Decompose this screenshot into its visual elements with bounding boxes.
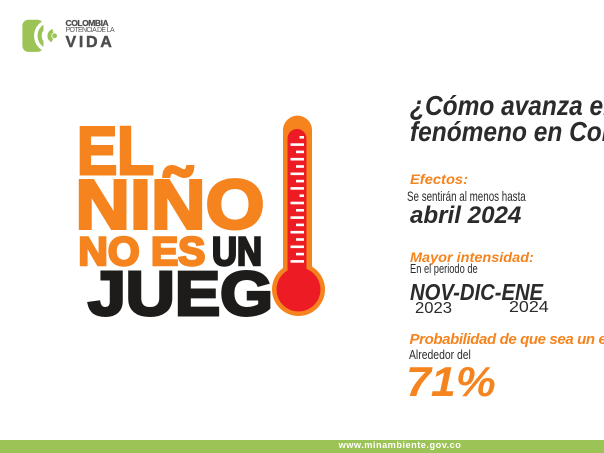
svg-text:NO ES: NO ES [78,230,205,274]
svg-text:EL: EL [77,114,154,189]
svg-text:UN: UN [212,230,262,274]
svg-text:NIÑO: NIÑO [75,166,264,244]
svg-text:JUEG: JUEG [88,259,273,329]
